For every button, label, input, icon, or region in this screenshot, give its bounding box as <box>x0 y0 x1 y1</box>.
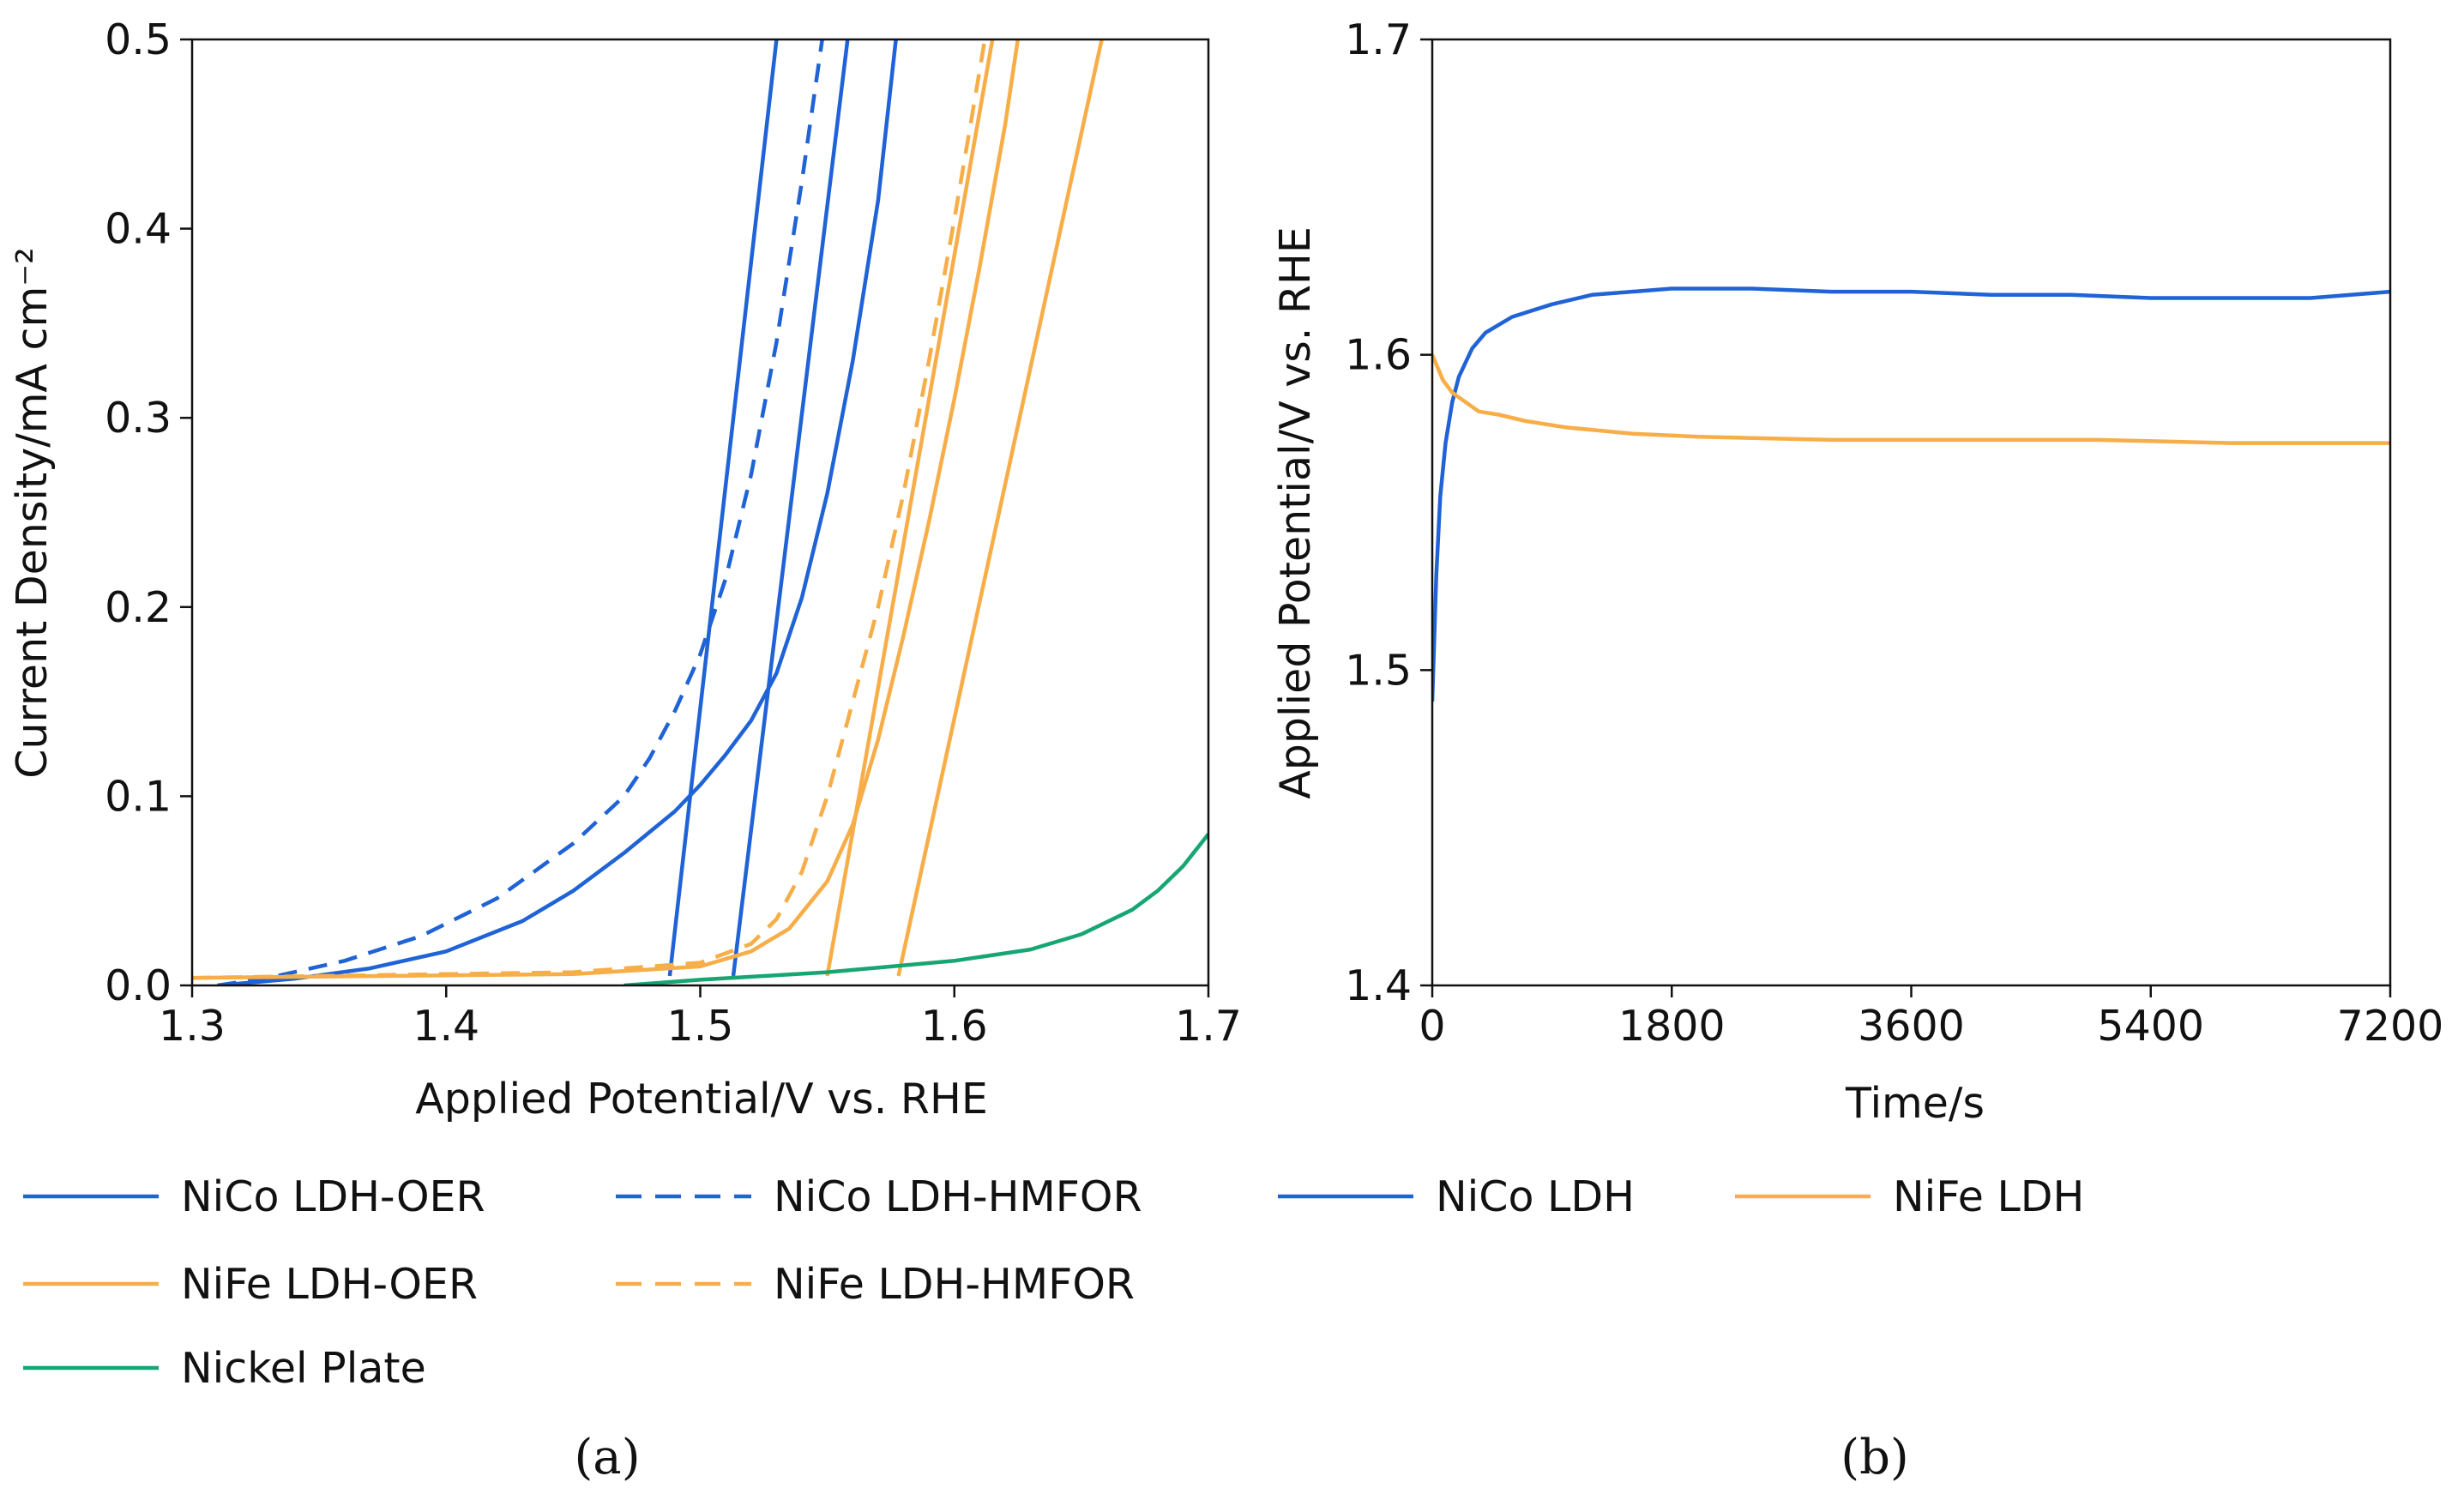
panel-a-x-tick-label: 1.7 <box>1175 1002 1242 1051</box>
panel-b-legend-label-nico-ldh: NiCo LDH <box>1436 1172 1635 1221</box>
panel-a-x-tick-label: 1.3 <box>159 1002 226 1051</box>
panel-a-x-tick-label: 1.6 <box>921 1002 988 1051</box>
panel-a-x-tick-label: 1.4 <box>413 1002 479 1051</box>
panel-a-chart: Current Density/mA cm⁻² Applied Potentia… <box>8 15 1242 1123</box>
panel-a-y-tick-label: 0.3 <box>105 394 172 443</box>
panel-b-series-nico-ldh-segment-1 <box>1432 286 2390 702</box>
panel-a-y-tick-label: 0.4 <box>105 205 172 254</box>
panel-a-series-nico-ldh-oer-segment-2 <box>667 39 779 977</box>
panel-a-series-nico-ldh-oer-segment-1 <box>217 39 898 985</box>
panel-b-legend: NiCo LDH NiFe LDH <box>1278 1172 2084 1221</box>
panel-a-series-nife-ldh-oer-segment-3 <box>896 39 1104 977</box>
panel-a-legend: NiCo LDH-OER NiCo LDH-HMFOR NiFe LDH-OER Ni… <box>23 1172 1142 1393</box>
panel-b-plot-area <box>1432 286 2390 702</box>
panel-a-axes-frame <box>190 38 1210 987</box>
panel-b-x-tick-label: 7200 <box>2337 1002 2444 1051</box>
panel-a-legend-label-nico-ldh-oer: NiCo LDH-OER <box>181 1172 485 1221</box>
panel-a-plot-area <box>192 39 1208 985</box>
panel-a-series-nife-ldh-oer-segment-1 <box>192 39 1021 980</box>
panel-a-y-tick-label: 0.1 <box>105 772 172 821</box>
panel-b-y-tick-label: 1.6 <box>1345 331 1412 380</box>
panel-a-legend-label-nickel-plate: Nickel Plate <box>181 1344 426 1393</box>
panel-a-series-nife-ldh-oer-segment-2 <box>825 39 995 977</box>
panel-a-series-nickel-plate-segment-1 <box>624 833 1208 985</box>
panel-b-legend-label-nife-ldh: NiFe LDH <box>1893 1172 2084 1221</box>
panel-a-series-nife-ldh-hmfor-segment-1 <box>192 39 987 980</box>
panel-b-y-axis-label: Applied Potential/V vs. RHE <box>1271 226 1320 799</box>
panel-a-y-axis-label: Current Density/mA cm⁻² <box>8 247 57 778</box>
panel-a-caption: (a) <box>574 1430 640 1485</box>
panel-a-legend-label-nico-ldh-hmfor: NiCo LDH-HMFOR <box>774 1172 1142 1221</box>
panel-b-x-tick-label: 3600 <box>1858 1002 1965 1051</box>
panel-b-y-tick-label: 1.7 <box>1345 15 1412 64</box>
panel-b-series-nife-ldh-segment-1 <box>1432 353 2390 445</box>
panel-a-y-tick-label: 0.2 <box>105 583 172 632</box>
panel-a-legend-label-nife-ldh-oer: NiFe LDH-OER <box>181 1260 478 1309</box>
panel-b-x-tick-label: 0 <box>1419 1002 1445 1051</box>
panel-a-legend-label-nife-ldh-hmfor: NiFe LDH-HMFOR <box>774 1260 1135 1309</box>
panel-b-x-tick-label: 5400 <box>2097 1002 2204 1051</box>
panel-a-x-axis-label: Applied Potential/V vs. RHE <box>415 1075 988 1123</box>
panel-b-chart: Applied Potential/V vs. RHE Time/s 0 1800… <box>1271 15 2443 1128</box>
panel-a-y-tick-label: 0.5 <box>105 15 172 64</box>
panel-b-x-tick-label: 1800 <box>1618 1002 1726 1051</box>
panel-b-x-axis-label: Time/s <box>1845 1079 1985 1128</box>
panel-b-axes-frame <box>1431 38 2392 987</box>
panel-b-caption: (b) <box>1840 1430 1909 1485</box>
panel-a-y-tick-label: 0.0 <box>105 961 172 1010</box>
panel-a-x-tick-label: 1.5 <box>667 1002 734 1051</box>
panel-b-y-tick-label: 1.4 <box>1345 961 1412 1010</box>
panel-b-y-tick-label: 1.5 <box>1345 646 1412 695</box>
panel-a-series-nico-ldh-hmfor-segment-1 <box>217 39 824 985</box>
panel-a-series-nico-ldh-oer-segment-3 <box>731 39 850 977</box>
